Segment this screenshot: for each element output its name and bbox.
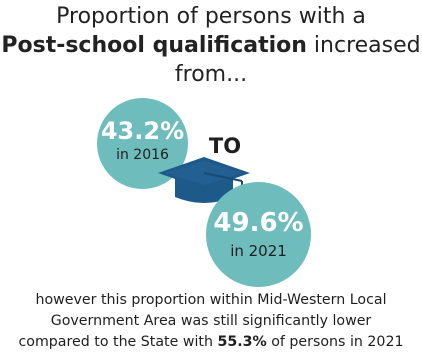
headline-line-1: Proportion of persons with a (56, 4, 366, 29)
graduation-cap-icon (158, 157, 250, 204)
stat-2016-circle: 43.2% in 2016 (97, 98, 188, 189)
headline-emphasis: Post-school qualification (1, 33, 307, 58)
footer-line-2: Government Area was still significantly … (50, 313, 372, 329)
footer-note: however this proportion within Mid-Weste… (0, 290, 422, 353)
headline: Proportion of persons with a Post-school… (0, 2, 422, 89)
headline-line-2-rest: increased (306, 33, 421, 58)
state-percentage: 55.3% (217, 334, 267, 350)
footer-line-3: compared to the State with 55.3% of pers… (0, 332, 422, 353)
connector-to-label: TO (208, 134, 242, 158)
stat-2021-label: in 2021 (230, 242, 287, 260)
footer-line-3-end: of persons in 2021 (266, 334, 404, 350)
footer-line-1: however this proportion within Mid-Weste… (35, 292, 387, 308)
headline-line-3: from... (174, 62, 248, 87)
stat-2016-value: 43.2% (100, 117, 185, 145)
headline-line-2: Post-school qualification increased (0, 31, 422, 60)
stat-2016-label: in 2016 (116, 147, 169, 163)
stat-2021-value: 49.6% (213, 208, 304, 238)
footer-line-3-start: compared to the State with (18, 334, 218, 350)
stat-2021-circle: 49.6% in 2021 (206, 182, 311, 287)
